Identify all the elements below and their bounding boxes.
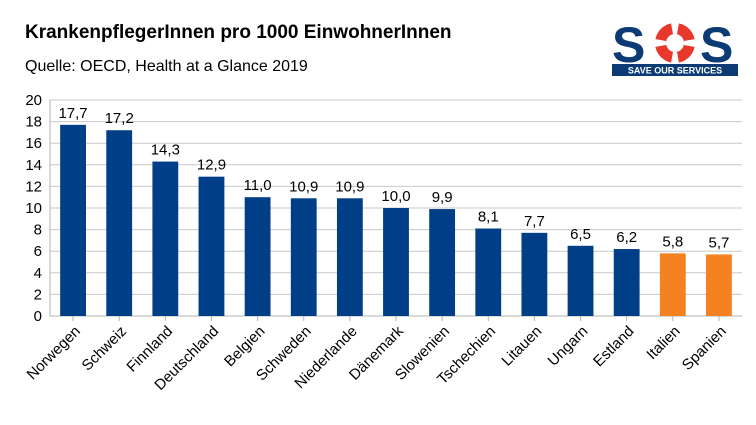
bar	[521, 232, 548, 316]
logo-letter-s-left: S	[612, 18, 645, 73]
y-tick-label: 0	[34, 308, 42, 325]
bar	[383, 208, 409, 316]
y-tick-label: 10	[25, 200, 42, 217]
y-tick-label: 2	[34, 286, 42, 303]
y-tick-label: 4	[34, 265, 42, 282]
data-label: 10,9	[289, 178, 318, 195]
y-tick-label: 20	[25, 92, 42, 109]
bar	[60, 124, 86, 316]
x-tick-label: Schweiz	[79, 323, 131, 375]
sos-logo: S S SAVE OUR SERVICES	[612, 17, 738, 76]
y-tick-label: 16	[25, 135, 42, 152]
bar	[106, 130, 133, 316]
y-tick-label: 14	[25, 157, 42, 174]
data-label: 12,9	[197, 157, 226, 174]
data-label: 17,7	[58, 105, 87, 122]
bar	[659, 253, 686, 316]
x-tick-label: Ungarn	[545, 323, 592, 370]
x-tick-label: Spanien	[679, 323, 730, 374]
data-label: 10,0	[381, 188, 410, 205]
bar	[290, 198, 317, 316]
bar	[475, 228, 502, 316]
data-label: 6,5	[570, 226, 591, 243]
bar	[613, 249, 640, 316]
logo-tagline: SAVE OUR SERVICES	[628, 66, 722, 76]
y-tick-label: 18	[25, 114, 42, 131]
data-label: 7,7	[524, 213, 545, 230]
y-tick-label: 8	[34, 222, 42, 239]
lifebuoy-icon	[655, 23, 695, 63]
data-label: 6,2	[616, 229, 637, 246]
y-tick-label: 6	[34, 243, 42, 260]
data-label: 17,2	[105, 110, 134, 127]
data-label: 5,7	[709, 234, 730, 251]
bar	[152, 161, 179, 316]
bar	[429, 209, 456, 316]
logo-letter-s-right: S	[700, 18, 733, 73]
data-label: 5,8	[662, 233, 683, 250]
x-tick-label: Italien	[643, 323, 683, 363]
x-tick-label: Norwegen	[24, 323, 84, 383]
bar	[336, 198, 363, 316]
bar	[567, 245, 594, 316]
y-tick-label: 12	[25, 178, 42, 195]
data-label: 9,9	[432, 189, 453, 206]
bar	[244, 197, 271, 316]
logo-tagline-bar	[612, 64, 738, 76]
data-label: 11,0	[244, 177, 272, 194]
x-tick-label: Litauen	[498, 323, 545, 370]
bar	[706, 254, 732, 316]
chart-subtitle: Quelle: OECD, Health at a Glance 2019	[25, 58, 308, 75]
data-label: 10,9	[335, 178, 364, 195]
data-label: 8,1	[478, 209, 499, 226]
bar	[198, 176, 225, 316]
x-tick-label: Estland	[590, 323, 637, 370]
chart-title: KrankenpflegerInnen pro 1000 EinwohnerIn…	[25, 22, 452, 43]
data-label: 14,3	[151, 142, 180, 159]
